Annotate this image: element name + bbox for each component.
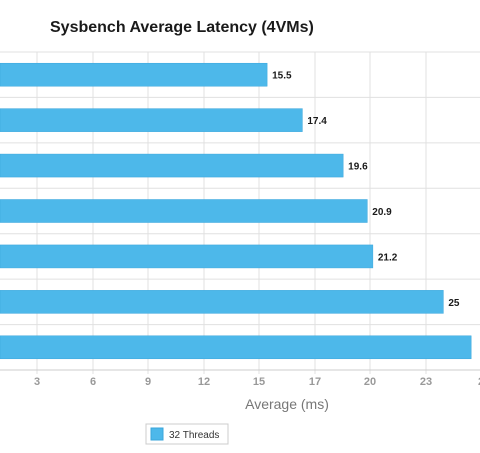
data-label: 15.5	[272, 71, 292, 82]
x-tick-label: 12	[198, 376, 210, 388]
data-label: 25	[448, 298, 460, 309]
legend-label: 32 Threads	[169, 430, 219, 441]
x-tick-label: 20	[364, 376, 376, 388]
bar[interactable]	[0, 244, 374, 269]
x-axis-ticks: 3 6 9 12 15 17 20 23 2	[34, 376, 480, 388]
x-tick-label: 17	[309, 376, 321, 388]
bar[interactable]	[0, 199, 368, 223]
x-tick-label: 2	[478, 376, 480, 388]
data-label: 17.4	[307, 116, 327, 127]
bars	[0, 62, 472, 360]
data-label: 20.9	[372, 207, 392, 218]
bar[interactable]	[0, 335, 472, 360]
bar[interactable]	[0, 62, 268, 87]
x-tick-label: 15	[253, 376, 265, 388]
legend-swatch	[150, 427, 164, 441]
x-tick-label: 6	[90, 376, 96, 388]
x-tick-label: 23	[420, 376, 432, 388]
data-label: 21.2	[378, 252, 398, 263]
bar[interactable]	[0, 290, 444, 314]
x-tick-label: 3	[34, 376, 40, 388]
x-tick-label: 9	[145, 376, 151, 388]
bar[interactable]	[0, 153, 344, 178]
bar[interactable]	[0, 108, 303, 132]
legend[interactable]: 32 Threads	[145, 423, 229, 445]
legend-box	[145, 423, 229, 445]
chart-title: Sysbench Average Latency (4VMs)	[50, 19, 314, 36]
data-label: 19.6	[348, 162, 368, 173]
x-axis-title: Average (ms)	[245, 396, 329, 412]
data-labels: 15.5 17.4 19.6 20.9 21.2 25	[272, 71, 460, 309]
